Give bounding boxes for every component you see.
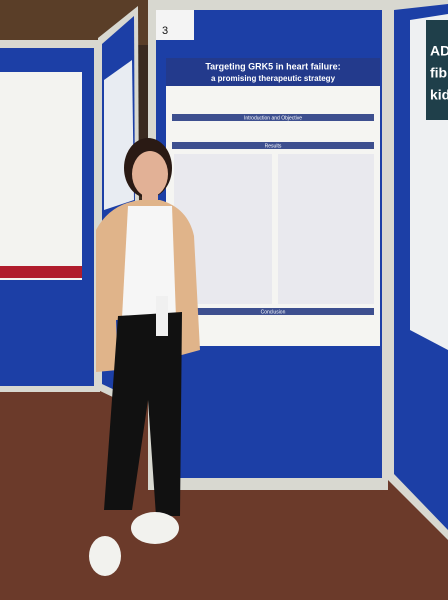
poster-right-text: kid (430, 87, 448, 103)
poster-header (166, 58, 380, 86)
section-bar (172, 142, 374, 149)
trousers (104, 312, 182, 516)
figure-panel (278, 154, 374, 304)
shoe (131, 512, 179, 544)
poster-right-text: fib (430, 65, 447, 81)
section-bar (172, 308, 374, 315)
shirt (122, 206, 176, 318)
poster-left-footer (0, 266, 82, 278)
badge (156, 296, 168, 336)
face (132, 151, 168, 197)
poster-right-header (426, 20, 448, 120)
poster-number: 3 (162, 25, 168, 37)
section-heading: Results (265, 143, 282, 149)
number-card (156, 10, 194, 40)
section-bar (172, 114, 374, 121)
poster-subtitle: a promising therapeutic strategy (211, 74, 336, 83)
section-heading: Conclusion (261, 309, 286, 315)
shoe (89, 536, 121, 576)
poster-right-text: AD (430, 43, 448, 59)
poster-left (0, 72, 82, 280)
poster-title: Targeting GRK5 in heart failure: (205, 61, 340, 71)
side-poster (104, 60, 134, 210)
section-heading: Introduction and Objective (244, 115, 302, 121)
